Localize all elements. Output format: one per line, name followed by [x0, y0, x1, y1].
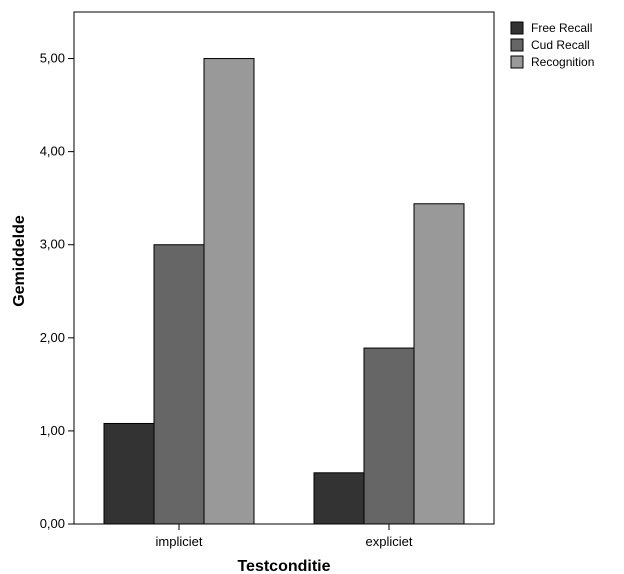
y-tick-label: 3,00	[40, 237, 65, 252]
y-tick-label: 4,00	[40, 144, 65, 159]
y-axis-title: Gemiddelde	[11, 215, 28, 307]
bar-recognition-expliciet	[413, 203, 465, 525]
y-axis: 0,00 1,00 2,00 3,00 4,00 5,00	[40, 51, 74, 531]
bar-free-recall-impliciet	[103, 422, 155, 525]
y-tick-label: 5,00	[40, 51, 65, 66]
x-tick-label: impliciet	[156, 534, 203, 549]
y-tick-label: 0,00	[40, 516, 65, 531]
x-tick-label: expliciet	[366, 534, 413, 549]
legend-label: Cud Recall	[531, 38, 590, 52]
plot-frame	[73, 11, 495, 525]
legend-label: Free Recall	[531, 21, 592, 35]
x-axis-title: Testconditie	[237, 558, 330, 574]
bars-group	[103, 58, 465, 525]
x-axis: impliciet expliciet	[156, 524, 413, 549]
bar-recognition-impliciet	[203, 58, 255, 525]
legend-swatch	[510, 21, 524, 35]
y-tick-label: 1,00	[40, 423, 65, 438]
legend: Free Recall Cud Recall Recognition	[510, 21, 594, 69]
legend-label: Recognition	[531, 55, 594, 69]
legend-swatch	[510, 55, 524, 69]
y-tick-label: 2,00	[40, 330, 65, 345]
legend-swatch	[510, 38, 524, 52]
bar-cud-recall-impliciet	[153, 244, 205, 525]
bar-free-recall-expliciet	[313, 472, 365, 525]
bar-cud-recall-expliciet	[363, 347, 415, 525]
